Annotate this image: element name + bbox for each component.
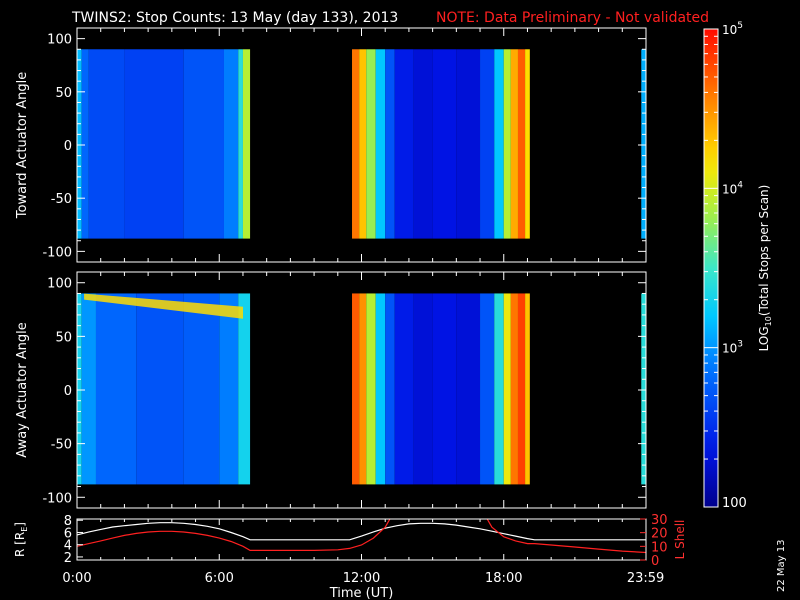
heatmap-column — [525, 293, 530, 485]
right-y-tick-label: 20 — [651, 527, 668, 542]
y-tick-label: 6 — [64, 526, 72, 541]
x-tick-label: 18:00 — [485, 571, 522, 586]
heatmap-column — [183, 293, 220, 485]
y-tick-label: 0 — [64, 139, 72, 154]
heatmap-column — [366, 49, 376, 239]
y-tick-label: -50 — [51, 192, 72, 207]
heatmap-band — [84, 293, 243, 319]
heatmap-column — [517, 293, 526, 485]
heatmap-column — [375, 293, 386, 485]
x-tick-label: 6:00 — [205, 571, 234, 586]
preliminary-note: NOTE: Data Preliminary - Not validated — [436, 10, 709, 26]
heatmap-column — [375, 49, 386, 239]
heatmap-column — [81, 293, 96, 485]
y-tick-label: -100 — [42, 491, 72, 506]
right-y-tick-label: 10 — [651, 540, 668, 555]
heatmap-column — [359, 49, 367, 239]
heatmap-column — [480, 293, 495, 485]
heatmap-column — [238, 49, 243, 239]
radius-line — [76, 522, 646, 541]
x-tick-label: 0:00 — [62, 571, 91, 586]
heatmap-column — [432, 293, 457, 485]
y-tick-label: 2 — [64, 551, 72, 566]
heatmap-column — [124, 49, 184, 239]
heatmap-column — [352, 293, 360, 485]
heatmap-column — [456, 293, 481, 485]
heatmap-column — [432, 49, 457, 239]
heatmap-column — [456, 49, 481, 239]
heatmap-column — [88, 49, 125, 239]
heatmap-column — [413, 293, 433, 485]
heatmap-column — [394, 49, 414, 239]
heatmap-column — [503, 293, 511, 485]
heatmap-column — [494, 49, 504, 239]
right-y-tick-label: 30 — [651, 513, 668, 528]
heatmap-column — [219, 293, 239, 485]
heatmap-column — [77, 293, 82, 485]
right-axis-label: L Shell — [673, 520, 687, 560]
heatmap-column — [366, 293, 376, 485]
lshell-line — [486, 518, 647, 554]
colorbar-label: LOG10(Total Stops per Scan) — [757, 185, 773, 352]
heatmap-column — [81, 49, 89, 239]
lshell-line — [76, 518, 391, 552]
heatmap-column — [242, 49, 251, 239]
figure-title: TWINS2: Stop Counts: 13 May (day 133), 2… — [71, 10, 398, 26]
y-tick-label: -50 — [51, 438, 72, 453]
y-axis-label: Toward Actuator Angle — [15, 72, 30, 219]
heatmap-column — [223, 49, 239, 239]
heatmap-column — [503, 49, 511, 239]
heatmap-column — [95, 293, 137, 485]
x-tick-label: 23:59 — [627, 571, 664, 586]
heatmap-column — [641, 293, 646, 485]
x-tick-label: 12:00 — [343, 571, 380, 586]
y-tick-label: 50 — [55, 86, 72, 101]
y-axis-label: Away Actuator Angle — [15, 322, 30, 457]
date-stamp: 22 May 13 — [776, 540, 787, 592]
x-axis-label: Time (UT) — [329, 586, 394, 600]
heatmap-column — [517, 49, 526, 239]
y-tick-label: 8 — [64, 514, 72, 529]
heatmap-column — [510, 49, 518, 239]
y-tick-label: 100 — [47, 277, 72, 292]
heatmap-column — [641, 49, 646, 239]
y-tick-label: 4 — [64, 539, 72, 554]
heatmap-column — [394, 293, 414, 485]
heatmap-column — [413, 49, 433, 239]
heatmap-column — [480, 49, 495, 239]
heatmap-column — [77, 49, 82, 239]
y-tick-label: 100 — [47, 33, 72, 48]
heatmap-column — [510, 293, 518, 485]
y-tick-label: -100 — [42, 245, 72, 260]
y-tick-label: 50 — [55, 330, 72, 345]
left-axis-label: R [RE] — [13, 522, 29, 557]
heatmap-column — [525, 49, 530, 239]
heatmap-column — [359, 293, 367, 485]
heatmap-column — [183, 49, 224, 239]
heatmap-column — [238, 293, 251, 485]
toward-angle-panel: 100 50 0 -50 -100 Toward Actuator Angle — [15, 27, 647, 263]
away-angle-panel: 100 50 0 -50 -100 Away Actuator Angle — [15, 271, 647, 509]
right-y-tick-label: 0 — [651, 554, 659, 569]
heatmap-column — [136, 293, 184, 485]
heatmap-column — [385, 293, 395, 485]
colorbar-tick-label: 100 — [722, 496, 747, 511]
colorbar-scale — [704, 29, 718, 507]
heatmap-column — [494, 293, 504, 485]
y-tick-label: 0 — [64, 384, 72, 399]
heatmap-column — [352, 49, 360, 239]
heatmap-column — [385, 49, 395, 239]
